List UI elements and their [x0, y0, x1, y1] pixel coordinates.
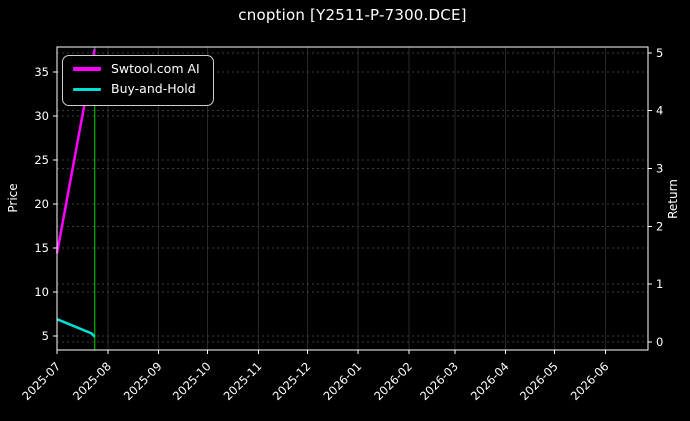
x-tick-label: 2026-03 [417, 359, 461, 403]
y-tick-label-return: 0 [656, 335, 663, 349]
legend-item-swtool-ai: Swtool.com AI [73, 61, 200, 76]
legend: Swtool.com AI Buy-and-Hold [62, 55, 214, 106]
x-tick-label: 2026-06 [568, 359, 612, 403]
y-tick-label-price: 25 [34, 153, 49, 167]
tick-marks [53, 52, 652, 354]
chart-title: cnoption [Y2511-P-7300.DCE] [238, 6, 467, 24]
y-tick-label-return: 1 [656, 277, 663, 291]
x-tick-label: 2026-02 [371, 359, 415, 403]
legend-label-swtool-ai: Swtool.com AI [111, 61, 200, 76]
y-tick-label-return: 2 [656, 219, 663, 233]
y-tick-label-price: 5 [42, 329, 49, 343]
y-tick-label-price: 30 [34, 109, 49, 123]
gridlines [56, 47, 648, 350]
x-tick-label: 2026-01 [320, 359, 364, 403]
x-tick-label: 2026-05 [517, 359, 561, 403]
legend-line-sample-magenta [73, 67, 101, 71]
y-tick-label-price: 35 [34, 65, 49, 79]
legend-item-buy-and-hold: Buy-and-Hold [73, 81, 200, 97]
x-tick-label: 2025-08 [70, 359, 114, 403]
y-tick-label-price: 20 [34, 197, 49, 211]
x-tick-label: 2025-10 [170, 359, 214, 403]
y-axis-label-return: Return [666, 179, 680, 219]
y-tick-label-return: 3 [656, 161, 663, 175]
series-line-buy-and-hold [56, 318, 96, 338]
x-tick-label: 2025-12 [270, 359, 314, 403]
y-tick-label-price: 10 [34, 285, 49, 299]
x-tick-label: 2025-09 [121, 359, 165, 403]
legend-label-buy-and-hold: Buy-and-Hold [111, 81, 196, 97]
y-tick-label-return: 5 [656, 46, 663, 60]
y-tick-label-return: 4 [656, 104, 663, 118]
x-tick-label: 2025-11 [221, 359, 265, 403]
x-tick-label: 2026-04 [468, 359, 512, 403]
x-tick-label: 2025-07 [19, 359, 63, 403]
legend-line-sample-cyan [73, 87, 101, 92]
axes-frame [56, 46, 649, 351]
y-axis-label-price: Price [6, 183, 20, 213]
y-tick-label-price: 15 [34, 241, 49, 255]
